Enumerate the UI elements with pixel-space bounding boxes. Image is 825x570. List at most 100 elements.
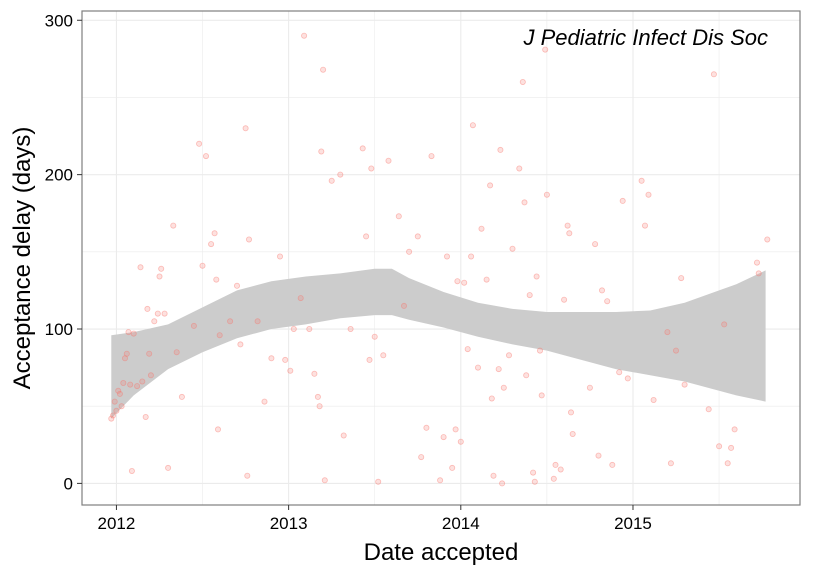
data-point [173, 349, 180, 356]
data-point [428, 153, 435, 160]
data-point [318, 148, 325, 155]
data-point [297, 295, 304, 302]
data-point [130, 330, 137, 337]
data-point [115, 387, 122, 394]
data-point [604, 298, 611, 305]
x-tick-label: 2012 [98, 514, 136, 533]
data-point [156, 273, 163, 280]
data-point [483, 276, 490, 283]
data-point [261, 398, 268, 405]
data-point [137, 264, 144, 271]
data-point [619, 197, 626, 204]
data-point [650, 396, 657, 403]
data-point [464, 346, 471, 353]
data-point [244, 472, 251, 479]
data-point [400, 302, 407, 309]
data-point [196, 140, 203, 147]
x-tick-label: 2014 [442, 514, 480, 533]
data-point [199, 262, 206, 269]
data-point [134, 383, 141, 390]
data-point [122, 355, 129, 362]
data-point [178, 393, 185, 400]
data-point [161, 310, 168, 317]
y-tick-label: 0 [64, 474, 73, 493]
data-point [457, 438, 464, 445]
data-point [609, 461, 616, 468]
data-point [681, 381, 688, 388]
data-point [170, 222, 177, 229]
data-point [731, 426, 738, 433]
data-point [154, 310, 161, 317]
data-point [395, 213, 402, 220]
data-point [509, 245, 516, 252]
data-point [710, 71, 717, 78]
data-point [440, 434, 447, 441]
data-point [311, 370, 318, 377]
data-point [337, 171, 344, 178]
data-point [595, 452, 602, 459]
data-point [538, 392, 545, 399]
journal-annotation: J Pediatric Infect Dis Soc [522, 25, 768, 50]
data-point [190, 322, 197, 329]
data-point [113, 407, 120, 414]
data-point [469, 122, 476, 129]
data-point [437, 477, 444, 484]
data-point [500, 384, 507, 391]
data-point [139, 378, 146, 385]
data-point [495, 366, 502, 373]
data-point [443, 253, 450, 260]
data-point [146, 350, 153, 357]
data-point [716, 443, 723, 450]
data-point [568, 409, 575, 416]
data-point [642, 222, 649, 229]
data-point [111, 398, 118, 405]
data-point [505, 352, 512, 359]
data-point [328, 177, 335, 184]
data-point [254, 318, 261, 325]
data-point [454, 278, 461, 285]
data-point [211, 230, 218, 237]
data-point [523, 372, 530, 379]
data-point [592, 241, 599, 248]
data-point [144, 305, 151, 312]
data-point [314, 393, 321, 400]
data-point [728, 444, 735, 451]
panel-border [81, 10, 801, 506]
data-point [316, 403, 323, 410]
data-point [721, 321, 728, 328]
data-point [282, 356, 289, 363]
x-tick-label: 2015 [614, 514, 652, 533]
data-point [123, 350, 130, 357]
data-point [233, 282, 240, 289]
data-point [151, 318, 158, 325]
x-axis: 2012 2013 2014 2015 [98, 505, 652, 533]
data-point [449, 464, 456, 471]
data-point [110, 412, 117, 419]
data-point [414, 233, 421, 240]
data-point [375, 478, 382, 485]
data-point [128, 467, 135, 474]
data-point [478, 225, 485, 232]
data-point [147, 372, 154, 379]
data-point [340, 432, 347, 439]
smooth-band-layer [111, 268, 766, 419]
data-point [359, 145, 366, 152]
data-point [306, 325, 313, 332]
data-point [418, 454, 425, 461]
y-axis-title: Acceptance delay (days) [9, 127, 36, 390]
data-point [533, 273, 540, 280]
data-point [371, 333, 378, 340]
data-point [120, 379, 127, 386]
data-point [474, 364, 481, 371]
data-point [531, 478, 538, 485]
data-point [268, 355, 275, 362]
data-point [526, 292, 533, 299]
x-axis-title: Date accepted [364, 539, 519, 566]
data-point [468, 253, 475, 260]
data-point [108, 415, 115, 422]
data-point [557, 466, 564, 473]
data-point [423, 424, 430, 431]
data-point [599, 287, 606, 294]
data-point [368, 165, 375, 172]
